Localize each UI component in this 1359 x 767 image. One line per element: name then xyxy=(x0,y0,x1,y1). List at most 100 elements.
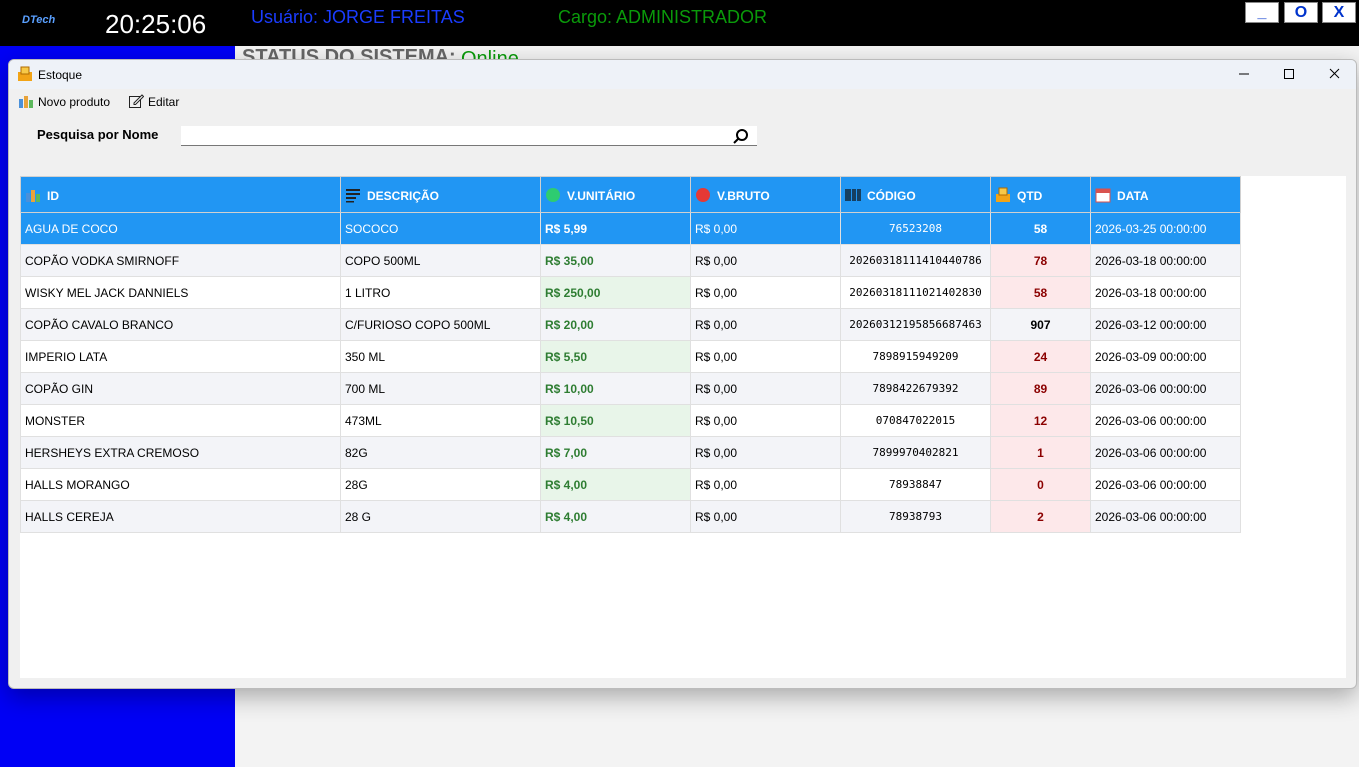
cell: R$ 0,00 xyxy=(690,468,841,501)
cell: R$ 20,00 xyxy=(540,308,691,341)
window-controls[interactable] xyxy=(1229,66,1349,82)
cell: 12 xyxy=(990,404,1091,437)
cell: 070847022015 xyxy=(840,404,991,437)
cell: AGUA DE COCO xyxy=(20,212,341,245)
column-title: CÓDIGO xyxy=(867,188,916,203)
cell: 2026-03-06 00:00:00 xyxy=(1090,436,1241,469)
column-icon xyxy=(696,187,710,202)
cell: 7898422679392 xyxy=(840,372,991,405)
column-icon xyxy=(26,189,40,202)
column-title: QTD xyxy=(1017,188,1043,203)
close-app[interactable]: X xyxy=(1322,2,1356,23)
cell: HERSHEYS EXTRA CREMOSO xyxy=(20,436,341,469)
column-header: V.UNITÁRIO xyxy=(540,176,691,213)
table-row[interactable]: AGUA DE COCO SOCOCO R$ 5,99 R$ 0,00 76523208… xyxy=(20,212,1241,245)
cell: C/FURIOSO COPO 500ML xyxy=(340,308,541,341)
column-title: V.UNITÁRIO xyxy=(567,188,636,203)
table-row[interactable]: MONSTER 473ML R$ 10,50 R$ 0,00 070847022015 1… xyxy=(20,404,1241,437)
search-icon[interactable] xyxy=(733,128,749,144)
cell: 2026-03-09 00:00:00 xyxy=(1090,340,1241,373)
cell: 473ML xyxy=(340,404,541,437)
cell: 350 ML xyxy=(340,340,541,373)
cell: 78 xyxy=(990,244,1091,277)
column-icon xyxy=(996,187,1010,202)
table-row[interactable]: HALLS CEREJA 28 G R$ 4,00 R$ 0,00 78938793 2 2… xyxy=(20,500,1241,533)
cell: 58 xyxy=(990,212,1091,245)
stock-table: ID DESCRIÇÃO V.UNITÁRIO V.BRUTO CÓDIGO QTD DAT… xyxy=(20,176,1241,533)
cell: 2026-03-12 00:00:00 xyxy=(1090,308,1241,341)
cell: R$ 0,00 xyxy=(690,308,841,341)
maximize-app[interactable]: O xyxy=(1284,2,1318,23)
cell: 24 xyxy=(990,340,1091,373)
column-header: DESCRIÇÃO xyxy=(340,176,541,213)
cell: R$ 250,00 xyxy=(540,276,691,309)
column-header: CÓDIGO xyxy=(840,176,991,213)
header-row: ID DESCRIÇÃO V.UNITÁRIO V.BRUTO CÓDIGO QTD DAT… xyxy=(20,176,1241,213)
cell: 28 G xyxy=(340,500,541,533)
cell: 28G xyxy=(340,468,541,501)
cell: 89 xyxy=(990,372,1091,405)
role: Cargo: ADMINISTRADOR xyxy=(558,7,768,27)
cell: 2026-03-06 00:00:00 xyxy=(1090,468,1241,501)
cell: R$ 0,00 xyxy=(690,436,841,469)
column-icon xyxy=(346,188,360,202)
cell: R$ 0,00 xyxy=(690,244,841,277)
title-bar: Estoque xyxy=(9,60,1356,89)
cell: 2026-03-06 00:00:00 xyxy=(1090,404,1241,437)
cell: 2026-03-18 00:00:00 xyxy=(1090,276,1241,309)
cell: 2026-03-06 00:00:00 xyxy=(1090,500,1241,533)
cell: R$ 5,99 xyxy=(540,212,691,245)
table-row[interactable]: HALLS MORANGO 28G R$ 4,00 R$ 0,00 78938847 0 2… xyxy=(20,468,1241,501)
table-row[interactable]: WISKY MEL JACK DANNIELS 1 LITRO R$ 250,00 R… xyxy=(20,276,1241,309)
search-input[interactable] xyxy=(181,126,757,146)
cell: IMPERIO LATA xyxy=(20,340,341,373)
cell: COPO 500ML xyxy=(340,244,541,277)
cell: 7899970402821 xyxy=(840,436,991,469)
column-header: DATA xyxy=(1090,176,1241,213)
column-title: DATA xyxy=(1117,188,1149,203)
cell: 20260318111021402830 xyxy=(840,276,991,309)
cell: 78938847 xyxy=(840,468,991,501)
window: Estoque Novo produto Editar Pesquisa por… xyxy=(8,59,1357,689)
cell: R$ 7,00 xyxy=(540,436,691,469)
column-title: DESCRIÇÃO xyxy=(367,188,440,203)
cell: R$ 0,00 xyxy=(690,404,841,437)
cell: R$ 0,00 xyxy=(690,340,841,373)
cell: 20260312195856687463 xyxy=(840,308,991,341)
cell: 78938793 xyxy=(840,500,991,533)
cell: R$ 4,00 xyxy=(540,468,691,501)
cell: 2026-03-06 00:00:00 xyxy=(1090,372,1241,405)
cell: 58 xyxy=(990,276,1091,309)
cell: R$ 4,00 xyxy=(540,500,691,533)
cell: R$ 35,00 xyxy=(540,244,691,277)
cell: R$ 5,50 xyxy=(540,340,691,373)
column-title: V.BRUTO xyxy=(717,188,770,203)
cell: 1 LITRO xyxy=(340,276,541,309)
window-title: Estoque xyxy=(38,68,83,82)
new-product-button[interactable]: Novo produto xyxy=(38,95,111,109)
top-bar: DTech 20:25:06 Usuário: JORGE FREITAS Ca… xyxy=(0,0,1359,46)
edit-button[interactable]: Editar xyxy=(148,95,180,109)
cell: 20260318111410440786 xyxy=(840,244,991,277)
table-row[interactable]: COPÃO VODKA SMIRNOFF COPO 500ML R$ 35,00 R$… xyxy=(20,244,1241,277)
cell: 82G xyxy=(340,436,541,469)
cell: R$ 0,00 xyxy=(690,372,841,405)
table-row[interactable]: COPÃO CAVALO BRANCO C/FURIOSO COPO 500ML R… xyxy=(20,308,1241,341)
column-header: ID xyxy=(20,176,341,213)
column-icon xyxy=(546,187,560,202)
column-header: QTD xyxy=(990,176,1091,213)
cell: R$ 10,00 xyxy=(540,372,691,405)
cell: 76523208 xyxy=(840,212,991,245)
user: Usuário: JORGE FREITAS xyxy=(251,7,465,27)
cell: 700 ML xyxy=(340,372,541,405)
table-row[interactable]: IMPERIO LATA 350 ML R$ 5,50 R$ 0,00 78989159… xyxy=(20,340,1241,373)
grid-panel: ID DESCRIÇÃO V.UNITÁRIO V.BRUTO CÓDIGO QTD DAT… xyxy=(20,176,1346,678)
cell: 7898915949209 xyxy=(840,340,991,373)
column-icon xyxy=(1095,188,1111,202)
cell: R$ 10,50 xyxy=(540,404,691,437)
table-row[interactable]: COPÃO GIN 700 ML R$ 10,00 R$ 0,00 7898422679… xyxy=(20,372,1241,405)
minimize-app[interactable]: _ xyxy=(1245,2,1279,23)
table-row[interactable]: HERSHEYS EXTRA CREMOSO 82G R$ 7,00 R$ 0,00 7… xyxy=(20,436,1241,469)
cell: WISKY MEL JACK DANNIELS xyxy=(20,276,341,309)
